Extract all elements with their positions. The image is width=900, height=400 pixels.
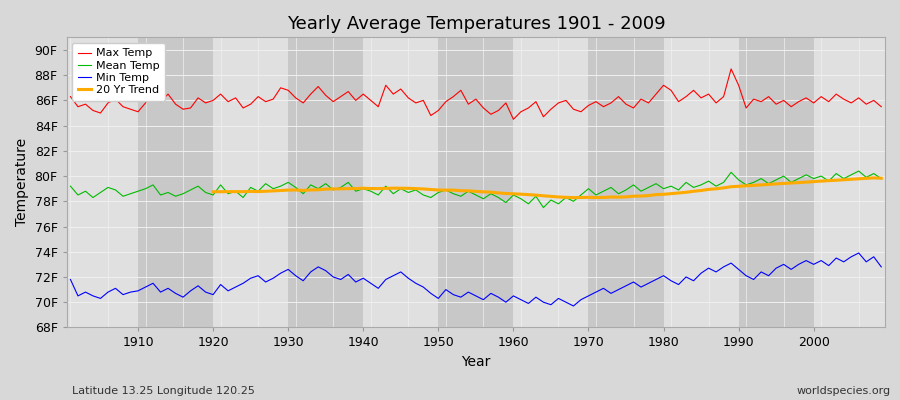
Min Temp <box>853 251 864 256</box>
Mean Temp <box>65 184 76 188</box>
Max Temp <box>508 117 518 122</box>
Line: Mean Temp: Mean Temp <box>70 171 881 208</box>
20 Yr Trend <box>680 190 691 195</box>
20 Yr Trend <box>298 188 309 193</box>
Line: Min Temp: Min Temp <box>70 253 881 306</box>
Max Temp <box>606 100 616 105</box>
20 Yr Trend <box>786 181 796 186</box>
Mean Temp <box>508 192 518 197</box>
Bar <box>288 37 364 328</box>
Min Temp <box>876 264 886 269</box>
Max Temp <box>876 104 886 109</box>
20 Yr Trend <box>568 195 579 200</box>
20 Yr Trend <box>770 182 781 186</box>
X-axis label: Year: Year <box>461 355 491 369</box>
Bar <box>589 37 663 328</box>
Mean Temp <box>876 176 886 181</box>
Max Temp <box>291 96 302 100</box>
Title: Yearly Average Temperatures 1901 - 2009: Yearly Average Temperatures 1901 - 2009 <box>286 15 665 33</box>
Text: Latitude 13.25 Longitude 120.25: Latitude 13.25 Longitude 120.25 <box>72 386 255 396</box>
Min Temp <box>125 290 136 294</box>
Mean Temp <box>853 169 864 174</box>
Min Temp <box>500 300 511 304</box>
Max Temp <box>125 107 136 112</box>
Bar <box>438 37 513 328</box>
Mean Temp <box>291 185 302 190</box>
Line: Max Temp: Max Temp <box>70 69 881 119</box>
20 Yr Trend <box>853 176 864 181</box>
Bar <box>138 37 213 328</box>
Max Temp <box>65 94 76 99</box>
20 Yr Trend <box>208 189 219 194</box>
Max Temp <box>725 66 736 71</box>
Max Temp <box>336 94 346 99</box>
Min Temp <box>65 277 76 282</box>
Line: 20 Yr Trend: 20 Yr Trend <box>213 178 881 198</box>
Min Temp <box>336 277 346 282</box>
Max Temp <box>516 109 526 114</box>
Min Temp <box>568 304 579 308</box>
Min Temp <box>291 273 302 278</box>
Mean Temp <box>500 200 511 205</box>
Mean Temp <box>125 191 136 196</box>
20 Yr Trend <box>868 176 879 180</box>
Mean Temp <box>336 185 346 190</box>
20 Yr Trend <box>410 186 421 191</box>
Mean Temp <box>606 185 616 190</box>
Bar <box>739 37 814 328</box>
20 Yr Trend <box>876 176 886 181</box>
Y-axis label: Temperature: Temperature <box>15 138 29 226</box>
Min Temp <box>606 291 616 296</box>
Max Temp <box>500 100 511 105</box>
Min Temp <box>508 294 518 298</box>
Legend: Max Temp, Mean Temp, Min Temp, 20 Yr Trend: Max Temp, Mean Temp, Min Temp, 20 Yr Tre… <box>72 43 165 101</box>
Text: worldspecies.org: worldspecies.org <box>796 386 891 396</box>
Mean Temp <box>538 205 549 210</box>
